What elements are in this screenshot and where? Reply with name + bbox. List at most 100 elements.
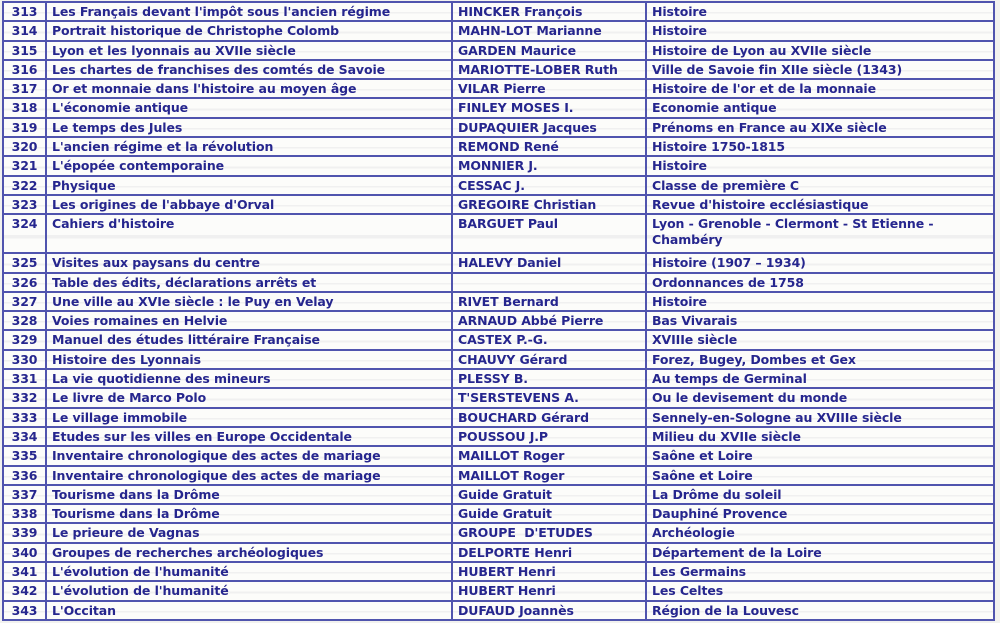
subject-cell: Economie antique [645, 97, 995, 119]
title-cell: Histoire des Lyonnais [45, 348, 453, 371]
row-number-cell: 322 [2, 174, 47, 196]
subject-cell: Les Celtes [645, 580, 995, 602]
row-number-cell: 334 [2, 425, 47, 448]
table-row: 334 Etudes sur les villes en Europe Occid… [2, 425, 995, 448]
author-cell: MAILLOT Roger [451, 445, 647, 467]
author-cell: HALEVY Daniel [451, 252, 647, 274]
title-cell: Inventaire chronologique des actes de ma… [45, 445, 453, 467]
title-cell: Cahiers d'histoire [45, 213, 453, 255]
subject-cell: Forez, Bugey, Dombes et Gex [645, 348, 995, 371]
row-number-cell: 336 [2, 464, 47, 486]
table-row: 340 Groupes de recherches archéologiques D… [2, 541, 995, 564]
title-cell: Le temps des Jules [45, 116, 453, 139]
title-cell: Voies romaines en Helvie [45, 310, 453, 332]
row-number-cell: 339 [2, 522, 47, 544]
row-number-cell: 340 [2, 541, 47, 564]
subject-cell: Prénoms en France au XIXe siècle [645, 116, 995, 139]
subject-cell: Histoire [645, 155, 995, 177]
title-cell: Inventaire chronologique des actes de ma… [45, 464, 453, 486]
author-cell: ARNAUD Abbé Pierre [451, 310, 647, 332]
title-cell: Lyon et les lyonnais au XVIIe siècle [45, 39, 453, 61]
row-number-cell: 325 [2, 252, 47, 274]
author-cell: REMOND René [451, 136, 647, 158]
subject-cell: Les Germains [645, 561, 995, 583]
table-row: 320 L'ancien régime et la révolution REMON… [2, 136, 995, 158]
title-cell: Tourisme dans la Drôme [45, 483, 453, 506]
table-row: 313 Les Français devant l'impôt sous l'an… [2, 0, 995, 23]
table-row: 339 Le prieure de Vagnas GROUPE D'ETUDES Ar… [2, 522, 995, 544]
title-cell: L'économie antique [45, 97, 453, 119]
title-cell: Une ville au XVIe siècle : le Puy en Vel… [45, 290, 453, 313]
title-cell: L'évolution de l'humanité [45, 561, 453, 583]
subject-cell: Histoire [645, 20, 995, 42]
author-cell: VILAR Pierre [451, 78, 647, 100]
table-row: 314 Portrait historique de Christophe Col… [2, 20, 995, 42]
author-cell: Guide Gratuit [451, 503, 647, 525]
table-row: 324 Cahiers d'histoire BARGUET Paul Lyon - … [2, 213, 995, 255]
title-cell: Tourisme dans la Drôme [45, 503, 453, 525]
title-cell: Groupes de recherches archéologiques [45, 541, 453, 564]
row-number-cell: 323 [2, 193, 47, 216]
row-number-cell: 337 [2, 483, 47, 506]
author-cell: GROUPE D'ETUDES [451, 522, 647, 544]
table-row: 322 Physique CESSAC J. Classe de première C [2, 174, 995, 196]
table-row: 325 Visites aux paysans du centre HALEVY D… [2, 252, 995, 274]
title-cell: Etudes sur les villes en Europe Occident… [45, 425, 453, 448]
author-cell: POUSSOU J.P [451, 425, 647, 448]
title-cell: La vie quotidienne des mineurs [45, 368, 453, 390]
row-number-cell: 324 [2, 213, 47, 255]
author-cell: CESSAC J. [451, 174, 647, 196]
author-cell: CHAUVY Gérard [451, 348, 647, 371]
author-cell: FINLEY MOSES I. [451, 97, 647, 119]
table-row: 316 Les chartes de franchises des comtés … [2, 58, 995, 81]
author-cell: RIVET Bernard [451, 290, 647, 313]
title-cell: L'évolution de l'humanité [45, 580, 453, 602]
subject-cell: Région de la Louvesc [645, 599, 995, 621]
row-number-cell: 321 [2, 155, 47, 177]
author-cell: HUBERT Henri [451, 580, 647, 602]
table-row: 333 Le village immobile BOUCHARD Gérard Sen… [2, 406, 995, 428]
row-number-cell: 332 [2, 387, 47, 409]
table-row: 336 Inventaire chronologique des actes de… [2, 464, 995, 486]
title-cell: L'ancien régime et la révolution [45, 136, 453, 158]
author-cell: GREGOIRE Christian [451, 193, 647, 216]
table-row: 323 Les origines de l'abbaye d'Orval GREGO… [2, 193, 995, 216]
table-row: 337 Tourisme dans la Drôme Guide Gratuit La… [2, 483, 995, 506]
title-cell: Manuel des études littéraire Française [45, 329, 453, 351]
table-row: 331 La vie quotidienne des mineurs PLESSY … [2, 368, 995, 390]
row-number-cell: 320 [2, 136, 47, 158]
subject-cell: Archéologie [645, 522, 995, 544]
table-row: 329 Manuel des études littéraire Français… [2, 329, 995, 351]
title-cell: Les chartes de franchises des comtés de … [45, 58, 453, 81]
row-number-cell: 319 [2, 116, 47, 139]
title-cell: L'épopée contemporaine [45, 155, 453, 177]
author-cell: DUFAUD Joannès [451, 599, 647, 621]
row-number-cell: 328 [2, 310, 47, 332]
title-cell: L'Occitan [45, 599, 453, 621]
title-cell: Visites aux paysans du centre [45, 252, 453, 274]
row-number-cell: 343 [2, 599, 47, 621]
table-row: 338 Tourisme dans la Drôme Guide Gratuit Da… [2, 503, 995, 525]
subject-cell: Lyon - Grenoble - Clermont - St Etienne … [645, 213, 995, 255]
author-cell: MONNIER J. [451, 155, 647, 177]
row-number-cell: 316 [2, 58, 47, 81]
table-row: 332 Le livre de Marco Polo T'SERSTEVENS A.… [2, 387, 995, 409]
row-number-cell: 329 [2, 329, 47, 351]
subject-cell: Dauphiné Provence [645, 503, 995, 525]
title-cell: Le livre de Marco Polo [45, 387, 453, 409]
author-cell: BARGUET Paul [451, 213, 647, 255]
title-cell: Le village immobile [45, 406, 453, 428]
subject-cell: Histoire 1750-1815 [645, 136, 995, 158]
subject-cell: Histoire de l'or et de la monnaie [645, 78, 995, 100]
author-cell: PLESSY B. [451, 368, 647, 390]
author-cell: CASTEX P.-G. [451, 329, 647, 351]
subject-cell: Département de la Loire [645, 541, 995, 564]
title-cell: Les Français devant l'impôt sous l'ancie… [45, 0, 453, 23]
author-cell: HINCKER François [451, 0, 647, 23]
row-number-cell: 313 [2, 0, 47, 23]
row-number-cell: 341 [2, 561, 47, 583]
author-cell: BOUCHARD Gérard [451, 406, 647, 428]
subject-cell: Bas Vivarais [645, 310, 995, 332]
